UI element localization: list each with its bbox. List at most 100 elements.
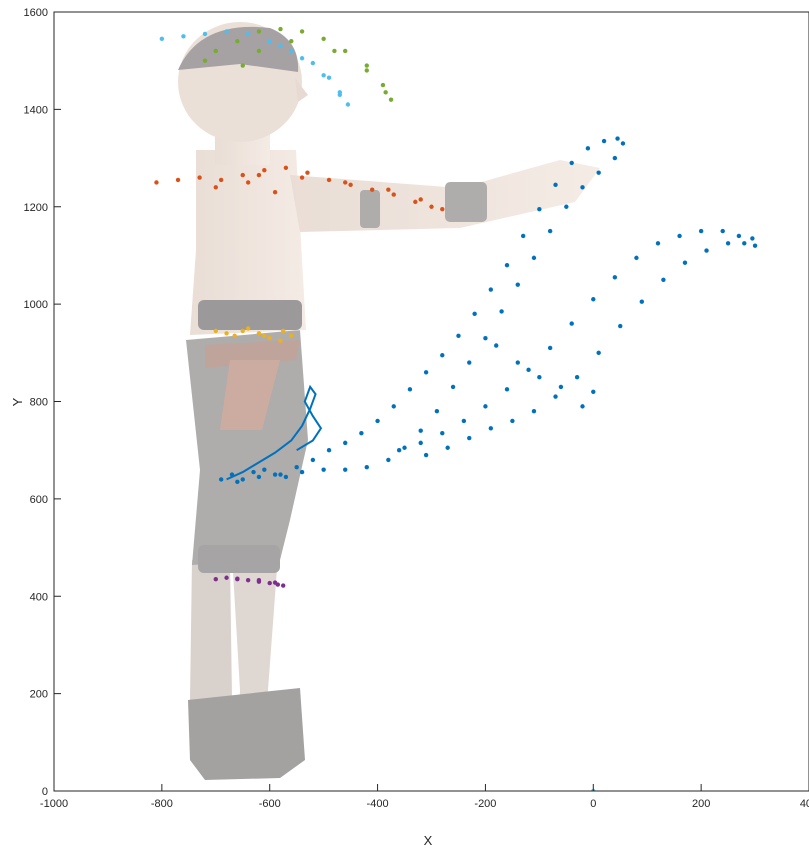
data-series (154, 26, 758, 791)
y-axis-label: Y (10, 397, 25, 406)
data-point (615, 136, 620, 141)
data-point (386, 457, 391, 463)
data-point (488, 287, 494, 292)
data-point (245, 180, 251, 185)
data-point (504, 387, 510, 392)
data-point (639, 299, 645, 304)
data-point (440, 353, 445, 358)
data-point (262, 168, 267, 173)
data-point (232, 333, 237, 338)
data-point (278, 43, 283, 49)
data-point (299, 469, 305, 475)
x-tick-label: -1000 (40, 798, 68, 810)
data-point (661, 277, 666, 282)
data-point (348, 182, 353, 188)
data-point (310, 60, 316, 66)
data-point (326, 447, 332, 453)
data-point (618, 323, 623, 329)
y-tick-label: 200 (30, 689, 48, 701)
data-point (369, 187, 375, 192)
data-point (332, 48, 337, 54)
data-point (537, 374, 542, 380)
data-point (434, 409, 440, 414)
data-point (235, 479, 240, 485)
data-point (235, 577, 240, 582)
x-tick-label: 0 (590, 798, 596, 810)
data-point (278, 26, 283, 32)
data-point (305, 170, 310, 175)
data-point (299, 29, 305, 34)
data-point (251, 469, 256, 475)
data-point (391, 404, 396, 409)
data-point (483, 336, 488, 341)
data-point (364, 63, 369, 68)
data-point (321, 36, 326, 41)
data-point (456, 333, 461, 338)
data-point (388, 97, 394, 102)
data-point (591, 297, 596, 302)
data-point (283, 165, 289, 170)
data-point (601, 138, 607, 144)
data-point (256, 172, 262, 178)
data-point (235, 39, 240, 44)
data-point (224, 29, 229, 34)
data-point (267, 580, 272, 586)
data-point (345, 102, 351, 107)
data-point (280, 583, 286, 588)
data-point (429, 204, 434, 209)
data-point (343, 440, 348, 446)
data-point (267, 39, 272, 44)
data-point (359, 430, 364, 436)
data-point (256, 577, 262, 583)
data-point (245, 31, 251, 37)
data-point (558, 384, 564, 390)
x-tick-label: 400 (800, 798, 809, 810)
data-point (461, 418, 467, 424)
data-point (364, 68, 369, 73)
data-point (467, 435, 472, 441)
data-point (585, 146, 591, 151)
data-point (472, 311, 477, 317)
data-point (569, 160, 574, 166)
data-point (704, 248, 709, 253)
data-point (202, 58, 208, 63)
data-point (742, 241, 747, 246)
data-point (267, 336, 272, 341)
data-point (240, 63, 245, 68)
data-point (213, 48, 218, 54)
data-point (564, 204, 569, 209)
data-point (364, 465, 369, 470)
trajectory-line (226, 384, 323, 481)
x-axis: -1000 -800 -600 -400 -200 0 200 400 (40, 784, 809, 810)
data-point (240, 328, 245, 334)
data-point (154, 180, 159, 185)
data-point (175, 177, 181, 183)
data-point (272, 580, 278, 585)
data-point (445, 445, 450, 450)
data-point (283, 474, 289, 480)
data-point (321, 73, 326, 78)
data-point (272, 189, 278, 195)
y-axis: 0 200 400 600 800 1000 1200 1400 1600 (24, 7, 61, 798)
data-point (531, 409, 537, 414)
data-point (418, 428, 423, 433)
data-point (289, 333, 294, 338)
data-point (159, 36, 165, 41)
data-point (337, 92, 343, 97)
plot-area (54, 12, 809, 791)
data-point (278, 472, 283, 477)
data-point (289, 48, 294, 54)
y-tick-label: 1200 (24, 202, 48, 214)
data-point (682, 260, 688, 265)
data-point (245, 577, 251, 583)
data-point (531, 255, 537, 261)
data-point (413, 199, 418, 205)
data-point (494, 343, 499, 348)
y-tick-label: 1400 (24, 104, 48, 116)
data-point (499, 309, 504, 314)
data-point (402, 445, 407, 450)
data-point (510, 418, 515, 424)
data-point (272, 472, 278, 477)
data-point (488, 426, 494, 431)
data-point (423, 370, 429, 375)
